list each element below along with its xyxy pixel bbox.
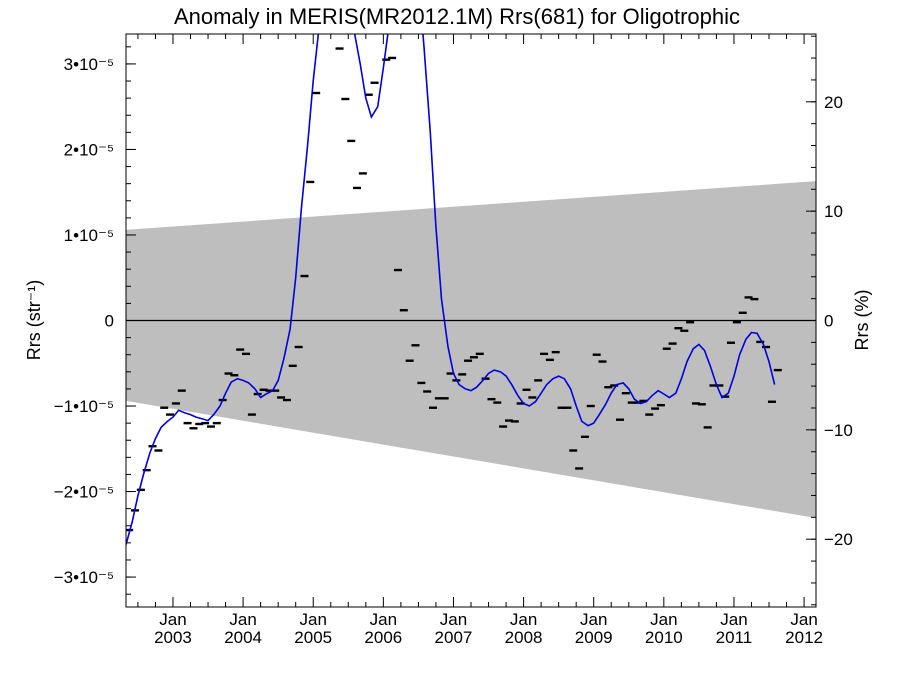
x-tick-month-label: Jan: [159, 610, 186, 629]
smoothed-line-layer: [126, 34, 776, 545]
right-tick-label: 10: [824, 202, 843, 221]
x-tick-year-label: 2003: [154, 628, 192, 647]
x-tick-month-label: Jan: [300, 610, 327, 629]
x-tick-month-label: Jan: [370, 610, 397, 629]
smoothed-series-line: [126, 34, 776, 545]
right-tick-label: −20: [824, 530, 853, 549]
axes-layer: 3•10⁻⁵ 2•10⁻⁵ 1•10⁻⁵ 0 −1•10⁻⁵ −2•10⁻⁵ −3•10⁻⁵…: [54, 33, 853, 647]
x-tick-year-label: 2005: [294, 628, 332, 647]
left-tick-label: 3•10⁻⁵: [64, 55, 114, 74]
x-tick-year-label: 2004: [224, 628, 262, 647]
left-tick-label: 2•10⁻⁵: [64, 140, 114, 159]
x-tick-month-label: Jan: [510, 610, 537, 629]
x-tick-month-label: Jan: [790, 610, 817, 629]
y-axis-right-label: Rrs (%): [852, 290, 872, 351]
chart-title: Anomaly in MERIS(MR2012.1M) Rrs(681) for…: [174, 4, 740, 29]
x-tick-year-label: 2012: [785, 628, 823, 647]
x-tick-month-label: Jan: [720, 610, 747, 629]
x-tick-month-label: Jan: [650, 610, 677, 629]
x-tick-year-label: 2007: [435, 628, 473, 647]
y-axis-left-label: Rrs (str⁻¹): [24, 280, 44, 360]
x-tick-month-label: Jan: [580, 610, 607, 629]
left-tick-label: 1•10⁻⁵: [64, 226, 114, 245]
x-tick-month-label: Jan: [229, 610, 256, 629]
right-tick-label: 0: [824, 312, 833, 331]
monthly-points-layer: [126, 47, 782, 532]
uncertainty-band-layer: [126, 181, 816, 519]
x-tick-year-label: 2011: [716, 628, 753, 647]
left-tick-label: −2•10⁻⁵: [54, 483, 114, 502]
left-tick-label: 0: [105, 312, 114, 331]
x-tick-year-label: 2009: [575, 628, 613, 647]
left-tick-label: −1•10⁻⁵: [54, 397, 114, 416]
x-tick-year-label: 2008: [505, 628, 543, 647]
right-tick-label: 20: [824, 93, 843, 112]
x-tick-month-label: Jan: [440, 610, 467, 629]
uncertainty-band: [126, 181, 816, 519]
x-tick-year-label: 2006: [364, 628, 402, 647]
left-tick-label: −3•10⁻⁵: [54, 568, 114, 587]
x-tick-year-label: 2010: [645, 628, 683, 647]
right-tick-label: −10: [824, 421, 853, 440]
